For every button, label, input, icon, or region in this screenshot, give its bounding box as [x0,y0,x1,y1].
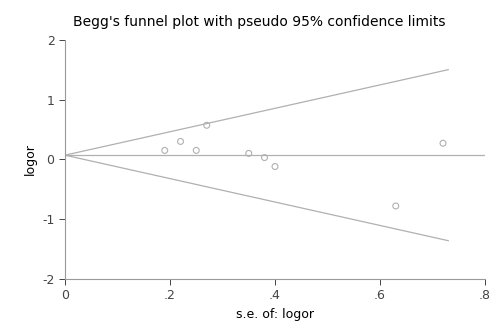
X-axis label: s.e. of: logor: s.e. of: logor [236,308,314,321]
Point [245,151,252,156]
Point [161,148,169,153]
Point [176,139,184,144]
Point [392,203,400,208]
Point [192,148,200,153]
Text: Begg's funnel plot with pseudo 95% confidence limits: Begg's funnel plot with pseudo 95% confi… [74,15,446,29]
Y-axis label: logor: logor [24,143,36,175]
Point [203,123,211,128]
Point [439,140,447,146]
Point [271,164,279,169]
Point [260,155,268,160]
